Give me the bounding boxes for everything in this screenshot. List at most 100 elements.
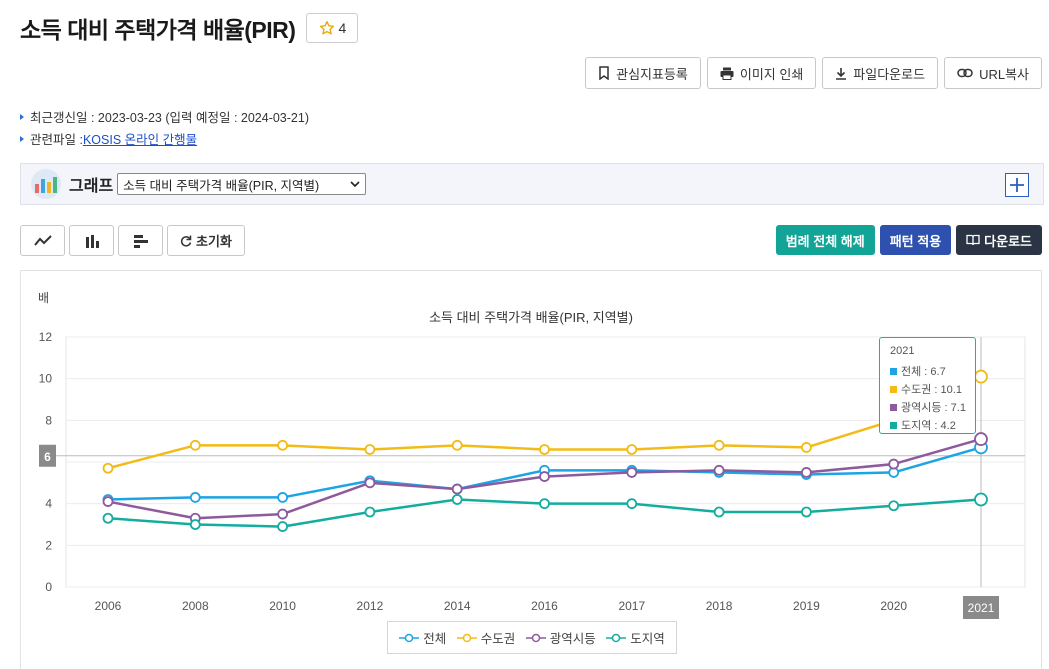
data-point-광역시등 [277,508,289,520]
data-point-광역시등 [539,471,550,482]
bookmark-label: 관심지표등록 [616,66,688,82]
data-point-도지역 [189,519,201,530]
data-point-광역시등 [713,464,725,476]
data-point-도지역 [974,492,988,507]
data-point-수도권 [626,444,638,455]
graph-selector-bar: 그래프 소득 대비 주택가격 배율(PIR, 지역별) [20,163,1044,205]
tooltip-row-광역시등: 광역시등 : 7.1 [890,398,975,416]
print-button[interactable]: 이미지 인쇄 [706,57,817,89]
crosshair-y-badge [39,444,56,467]
data-point-도지역 [277,521,289,532]
legend-clear-button[interactable]: 범례 전체 해제 [775,225,875,255]
y-tick-label: 2 [45,538,52,552]
x-tick-label: 2016 [531,599,558,613]
y-axis-label: 배 [38,291,49,305]
line-chart-icon [33,234,52,246]
data-point-광역시등 [888,458,900,470]
data-point-광역시등 [974,432,988,446]
data-point-광역시등 [102,496,114,507]
graph-select[interactable]: 소득 대비 주택가격 배율(PIR, 지역별) [117,173,367,195]
swatch [890,421,897,429]
star-icon [319,21,334,35]
url-copy-button[interactable]: URL복사 [944,57,1042,89]
data-point-수도권 [801,442,812,453]
chart-legend: 전체 수도권 광역시등 도지역 [387,621,677,654]
bar-chart-button[interactable] [69,225,114,256]
data-point-수도권 [364,444,376,455]
legend-item-수도권[interactable]: 수도권 [456,628,516,647]
chevron-down-icon [350,181,360,187]
file-download-button[interactable]: 파일다운로드 [822,57,939,89]
bullet-icon [20,113,24,120]
star-count: 4 [338,20,347,36]
data-point-수도권 [713,439,725,451]
related-file-link[interactable]: KOSIS 온라인 간행물 [82,133,198,147]
chart-panel: 024681012배소득 대비 주택가격 배율(PIR, 지역별)6200620… [20,270,1042,669]
x-tick-label: 2020 [880,599,907,613]
crosshair-y-label: 6 [44,450,51,464]
data-point-도지역 [451,494,463,505]
meta-updated: 최근갱신일 : 2023-03-23 (입력 예정일 : 2024-03-21) [20,107,309,126]
expand-button[interactable] [1005,173,1029,197]
link-icon [957,68,973,78]
legend-label: 도지역 [630,632,665,646]
tooltip-row-text: 도지역 : 4.2 [901,420,956,432]
swatch [890,385,897,393]
graph-icon [31,169,61,199]
related-label: 관련파일 : [30,133,83,147]
pattern-button[interactable]: 패턴 적용 [879,225,952,255]
legend-marker-icon [525,633,546,642]
line-chart-button[interactable] [20,225,65,256]
y-tick-label: 10 [39,372,53,386]
data-point-광역시등 [451,483,463,495]
download-icon [836,67,847,80]
data-point-도지역 [713,506,725,518]
line-chart[interactable]: 024681012배소득 대비 주택가격 배율(PIR, 지역별)6200620… [21,271,1041,669]
data-point-수도권 [539,444,550,455]
url-copy-label: URL복사 [979,66,1029,82]
pattern-label: 패턴 적용 [889,233,942,249]
data-point-수도권 [102,462,114,474]
x-tick-label: 2008 [182,599,209,613]
y-tick-label: 12 [39,330,53,344]
x-tick-label: 2021 [968,601,995,615]
bar-chart-icon [85,234,99,248]
data-point-수도권 [277,439,289,451]
data-point-도지역 [364,506,376,518]
data-point-전체 [277,492,289,503]
legend-item-전체[interactable]: 전체 [399,628,446,647]
legend-item-광역시등[interactable]: 광역시등 [525,628,596,647]
tooltip-row-전체: 전체 : 6.7 [890,362,975,380]
tooltip-row-text: 광역시등 : 7.1 [901,402,966,414]
legend-marker-icon [456,633,477,642]
data-point-수도권 [189,439,201,451]
y-tick-label: 8 [45,413,52,427]
legend-item-도지역[interactable]: 도지역 [606,628,665,647]
x-tick-label: 2019 [793,599,820,613]
reset-button[interactable]: 초기화 [167,225,245,256]
data-point-전체 [189,492,201,503]
updated-text: 최근갱신일 : 2023-03-23 (입력 예정일 : 2024-03-21) [30,111,309,125]
favorite-button[interactable]: 4 [306,13,359,43]
chart-type-tools: 초기화 [20,225,245,256]
tooltip-row-text: 수도권 : 10.1 [901,384,962,396]
legend-clear-label: 범례 전체 해제 [785,233,865,249]
data-point-광역시등 [626,467,638,478]
x-tick-highlight [963,596,999,619]
bookmark-button[interactable]: 관심지표등록 [585,57,701,89]
reset-label: 초기화 [196,234,232,249]
horizontal-bar-button[interactable] [118,225,163,256]
title-row: 소득 대비 주택가격 배율(PIR) 4 [20,11,359,45]
chart-download-label: 다운로드 [984,233,1032,249]
y-tick-label: 4 [45,497,52,511]
chart-actions: 범례 전체 해제 패턴 적용 다운로드 [775,225,1042,255]
x-tick-label: 2010 [269,599,296,613]
printer-icon [720,67,734,80]
graph-select-value: 소득 대비 주택가격 배율(PIR, 지역별) [123,178,320,193]
legend-label: 수도권 [480,632,516,646]
data-point-도지역 [102,512,114,524]
horizontal-bar-icon [133,234,148,248]
chart-download-button[interactable]: 다운로드 [956,225,1042,255]
file-download-label: 파일다운로드 [853,66,926,82]
graph-label: 그래프 [69,178,114,195]
